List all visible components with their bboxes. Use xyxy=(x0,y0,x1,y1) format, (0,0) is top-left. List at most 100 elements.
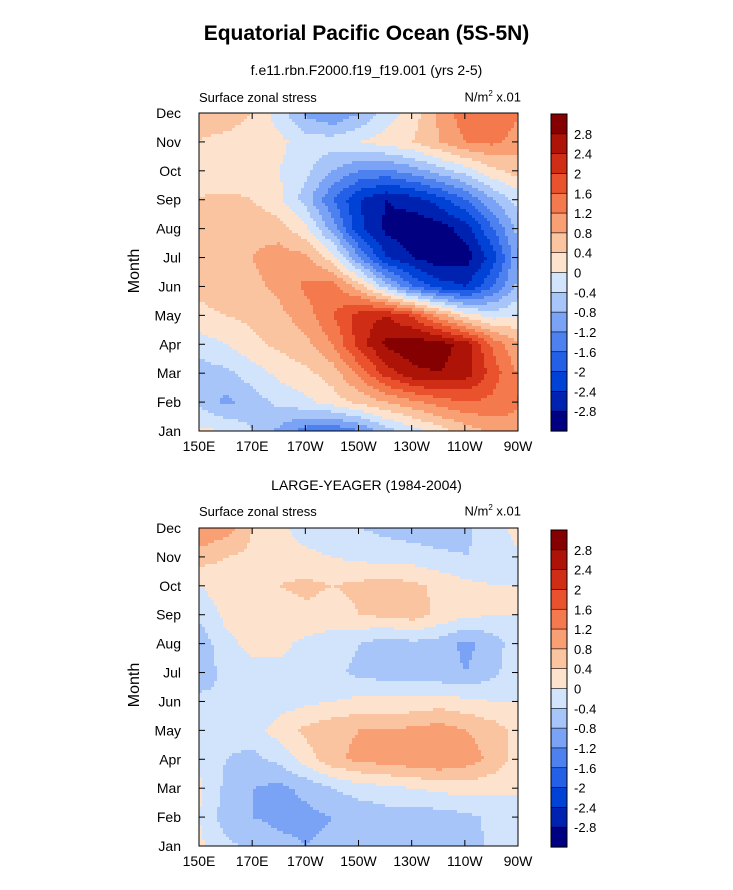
contour-cell xyxy=(427,128,431,132)
contour-cell xyxy=(226,248,230,252)
contour-cell xyxy=(415,227,419,231)
contour-cell xyxy=(211,248,215,252)
contour-cell xyxy=(211,140,215,144)
contour-cell xyxy=(430,221,434,225)
contour-cell xyxy=(334,155,338,159)
contour-cell xyxy=(229,242,233,246)
contour-cell xyxy=(325,152,329,156)
contour-cell xyxy=(394,128,398,132)
contour-cell xyxy=(496,215,500,219)
contour-cell xyxy=(412,212,416,216)
contour-cell xyxy=(265,152,269,156)
contour-cell xyxy=(223,158,227,162)
contour-cell xyxy=(412,194,416,198)
contour-cell xyxy=(418,245,422,249)
contour-cell xyxy=(271,233,275,237)
contour-cell xyxy=(373,191,377,195)
contour-cell xyxy=(220,209,224,213)
contour-cell xyxy=(481,233,485,237)
contour-cell xyxy=(232,236,236,240)
contour-cell xyxy=(229,206,233,210)
contour-cell xyxy=(265,119,269,123)
contour-cell xyxy=(382,134,386,138)
contour-cell xyxy=(280,131,284,135)
contour-cell xyxy=(451,224,455,228)
contour-cell xyxy=(349,119,353,123)
contour-cell xyxy=(370,203,374,207)
contour-cell xyxy=(421,125,425,129)
contour-cell xyxy=(226,152,230,156)
contour-cell xyxy=(499,170,503,174)
contour-cell xyxy=(505,218,509,222)
contour-cell xyxy=(265,245,269,249)
contour-cell xyxy=(433,149,437,153)
contour-cell xyxy=(241,188,245,192)
contour-cell xyxy=(460,224,464,228)
contour-cell xyxy=(439,125,443,129)
contour-cell xyxy=(445,164,449,168)
contour-cell xyxy=(424,197,428,201)
contour-cell xyxy=(409,152,413,156)
contour-cell xyxy=(349,248,353,252)
contour-cell xyxy=(478,152,482,156)
contour-cell xyxy=(349,191,353,195)
contour-cell xyxy=(307,218,311,222)
contour-cell xyxy=(238,170,242,174)
contour-cell xyxy=(454,200,458,204)
contour-cell xyxy=(469,206,473,210)
contour-cell xyxy=(445,137,449,141)
contour-cell xyxy=(499,215,503,219)
contour-cell xyxy=(229,209,233,213)
contour-cell xyxy=(370,218,374,222)
contour-cell xyxy=(499,119,503,123)
contour-cell xyxy=(340,131,344,135)
contour-cell xyxy=(361,125,365,129)
contour-cell xyxy=(487,233,491,237)
contour-cell xyxy=(421,170,425,174)
contour-cell xyxy=(346,143,350,147)
contour-cell xyxy=(484,146,488,150)
contour-cell xyxy=(214,155,218,159)
contour-cell xyxy=(325,221,329,225)
contour-cell xyxy=(499,212,503,216)
contour-cell xyxy=(205,173,209,177)
contour-cell xyxy=(322,173,326,177)
contour-cell xyxy=(283,188,287,192)
contour-cell xyxy=(499,155,503,159)
contour-cell xyxy=(481,227,485,231)
contour-cell xyxy=(349,221,353,225)
contour-cell xyxy=(517,218,519,222)
contour-cell xyxy=(223,137,227,141)
contour-cell xyxy=(400,128,404,132)
contour-cell xyxy=(436,113,440,117)
contour-cell xyxy=(457,170,461,174)
contour-cell xyxy=(208,224,212,228)
contour-cell xyxy=(508,173,512,177)
contour-cell xyxy=(385,173,389,177)
contour-cell xyxy=(445,158,449,162)
contour-cell xyxy=(298,155,302,159)
contour-cell xyxy=(403,128,407,132)
contour-cell xyxy=(259,188,263,192)
contour-cell xyxy=(505,170,509,174)
contour-cell xyxy=(493,134,497,138)
contour-cell xyxy=(412,179,416,183)
contour-cell xyxy=(280,209,284,213)
contour-cell xyxy=(475,170,479,174)
contour-cell xyxy=(391,155,395,159)
contour-cell xyxy=(349,173,353,177)
contour-cell xyxy=(496,137,500,141)
contour-cell xyxy=(289,164,293,168)
contour-cell xyxy=(238,176,242,180)
contour-cell xyxy=(286,197,290,201)
contour-cell xyxy=(346,191,350,195)
contour-cell xyxy=(343,185,347,189)
contour-cell xyxy=(274,194,278,198)
contour-cell xyxy=(202,152,206,156)
contour-cell xyxy=(253,161,257,165)
contour-cell xyxy=(211,197,215,201)
contour-cell xyxy=(460,155,464,159)
contour-cell xyxy=(502,152,506,156)
contour-cell xyxy=(388,215,392,219)
contour-cell xyxy=(352,182,356,186)
